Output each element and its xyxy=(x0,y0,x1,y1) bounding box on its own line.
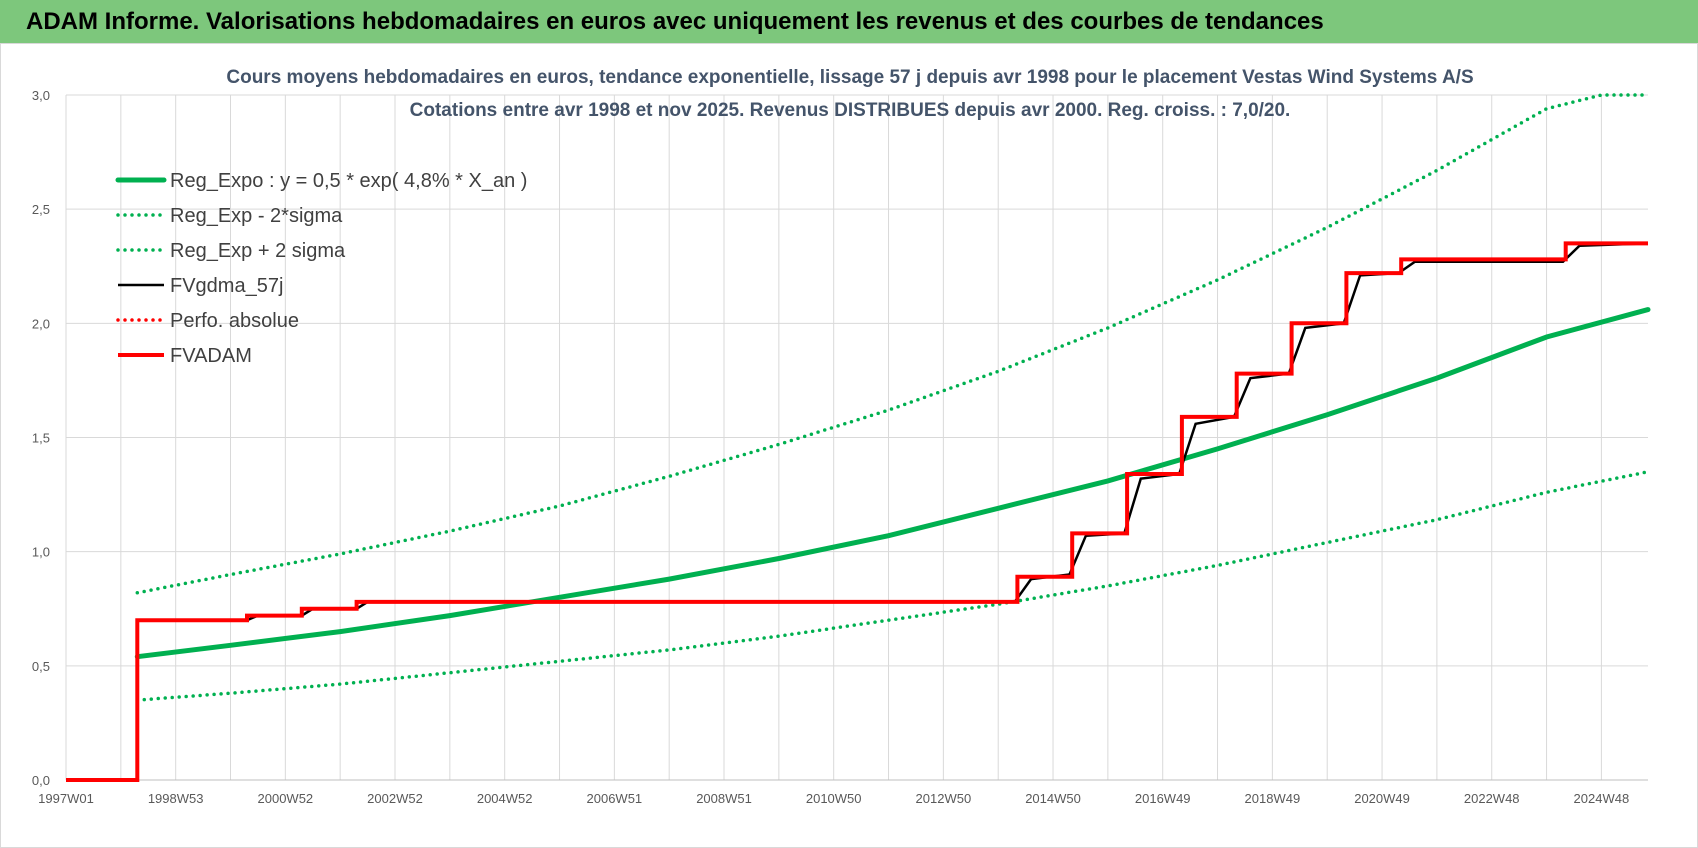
legend-label-3: FVgdma_57j xyxy=(170,275,283,297)
legend-label-1: Reg_Exp - 2*sigma xyxy=(170,205,343,227)
x-tick-label: 2024W48 xyxy=(1574,791,1630,806)
legend-label-5: FVADAM xyxy=(170,345,252,367)
legend-label-2: Reg_Exp + 2 sigma xyxy=(170,240,346,262)
trend-chart: 0,0 0,5 1,0 1,5 2,0 2,5 3,0 1997W01 1998W53 2000… xyxy=(0,43,1698,848)
x-tick-label: 2020W49 xyxy=(1354,791,1410,806)
gridlines xyxy=(65,94,1648,781)
legend-label-0: Reg_Expo : y = 0,5 * exp( 4,8% * X_an ) xyxy=(170,170,527,192)
x-tick-label: 2000W52 xyxy=(258,791,314,806)
x-tick-label: 2002W52 xyxy=(367,791,423,806)
y-tick-label: 0,5 xyxy=(32,659,50,674)
series-group xyxy=(66,93,1651,782)
x-axis: 1997W01 1998W53 2000W52 2002W52 2004W52 2006W… xyxy=(38,779,1648,806)
series-line-0 xyxy=(134,307,1651,660)
report-title: ADAM Informe. Valorisations hebdomadaire… xyxy=(26,7,1324,35)
legend-label-4: Perfo. absolue xyxy=(170,310,299,332)
x-tick-label: 2004W52 xyxy=(477,791,533,806)
chart-subtitle: Cotations entre avr 1998 et nov 2025. Re… xyxy=(410,100,1291,121)
x-tick-label: 2010W50 xyxy=(806,791,862,806)
y-tick-label: 3,0 xyxy=(32,88,50,103)
x-tick-label: 2016W49 xyxy=(1135,791,1191,806)
x-tick-label: 2014W50 xyxy=(1025,791,1081,806)
series-line-2 xyxy=(135,93,1650,595)
chart-title: Cours moyens hebdomadaires en euros, ten… xyxy=(226,67,1473,88)
y-tick-label: 1,5 xyxy=(32,431,50,446)
x-tick-label: 2018W49 xyxy=(1245,791,1301,806)
y-tick-label: 2,5 xyxy=(32,202,50,217)
legend: Reg_Expo : y = 0,5 * exp( 4,8% * X_an ) R… xyxy=(115,170,527,367)
report-banner: ADAM Informe. Valorisations hebdomadaire… xyxy=(0,0,1698,43)
series-line-1 xyxy=(135,470,1650,702)
x-tick-label: 2008W51 xyxy=(696,791,752,806)
series-line-5 xyxy=(66,241,1648,782)
x-tick-label: 1997W01 xyxy=(38,791,94,806)
y-tick-label: 1,0 xyxy=(32,545,50,560)
chart-area: 0,0 0,5 1,0 1,5 2,0 2,5 3,0 1997W01 1998W53 2000… xyxy=(0,43,1698,848)
y-tick-label: 0,0 xyxy=(32,773,50,788)
x-tick-label: 1998W53 xyxy=(148,791,204,806)
chart-frame xyxy=(0,43,1698,848)
y-tick-label: 2,0 xyxy=(32,316,50,331)
x-tick-label: 2006W51 xyxy=(587,791,643,806)
y-axis: 0,0 0,5 1,0 1,5 2,0 2,5 3,0 xyxy=(32,88,50,788)
x-tick-label: 2012W50 xyxy=(916,791,972,806)
x-tick-label: 2022W48 xyxy=(1464,791,1520,806)
